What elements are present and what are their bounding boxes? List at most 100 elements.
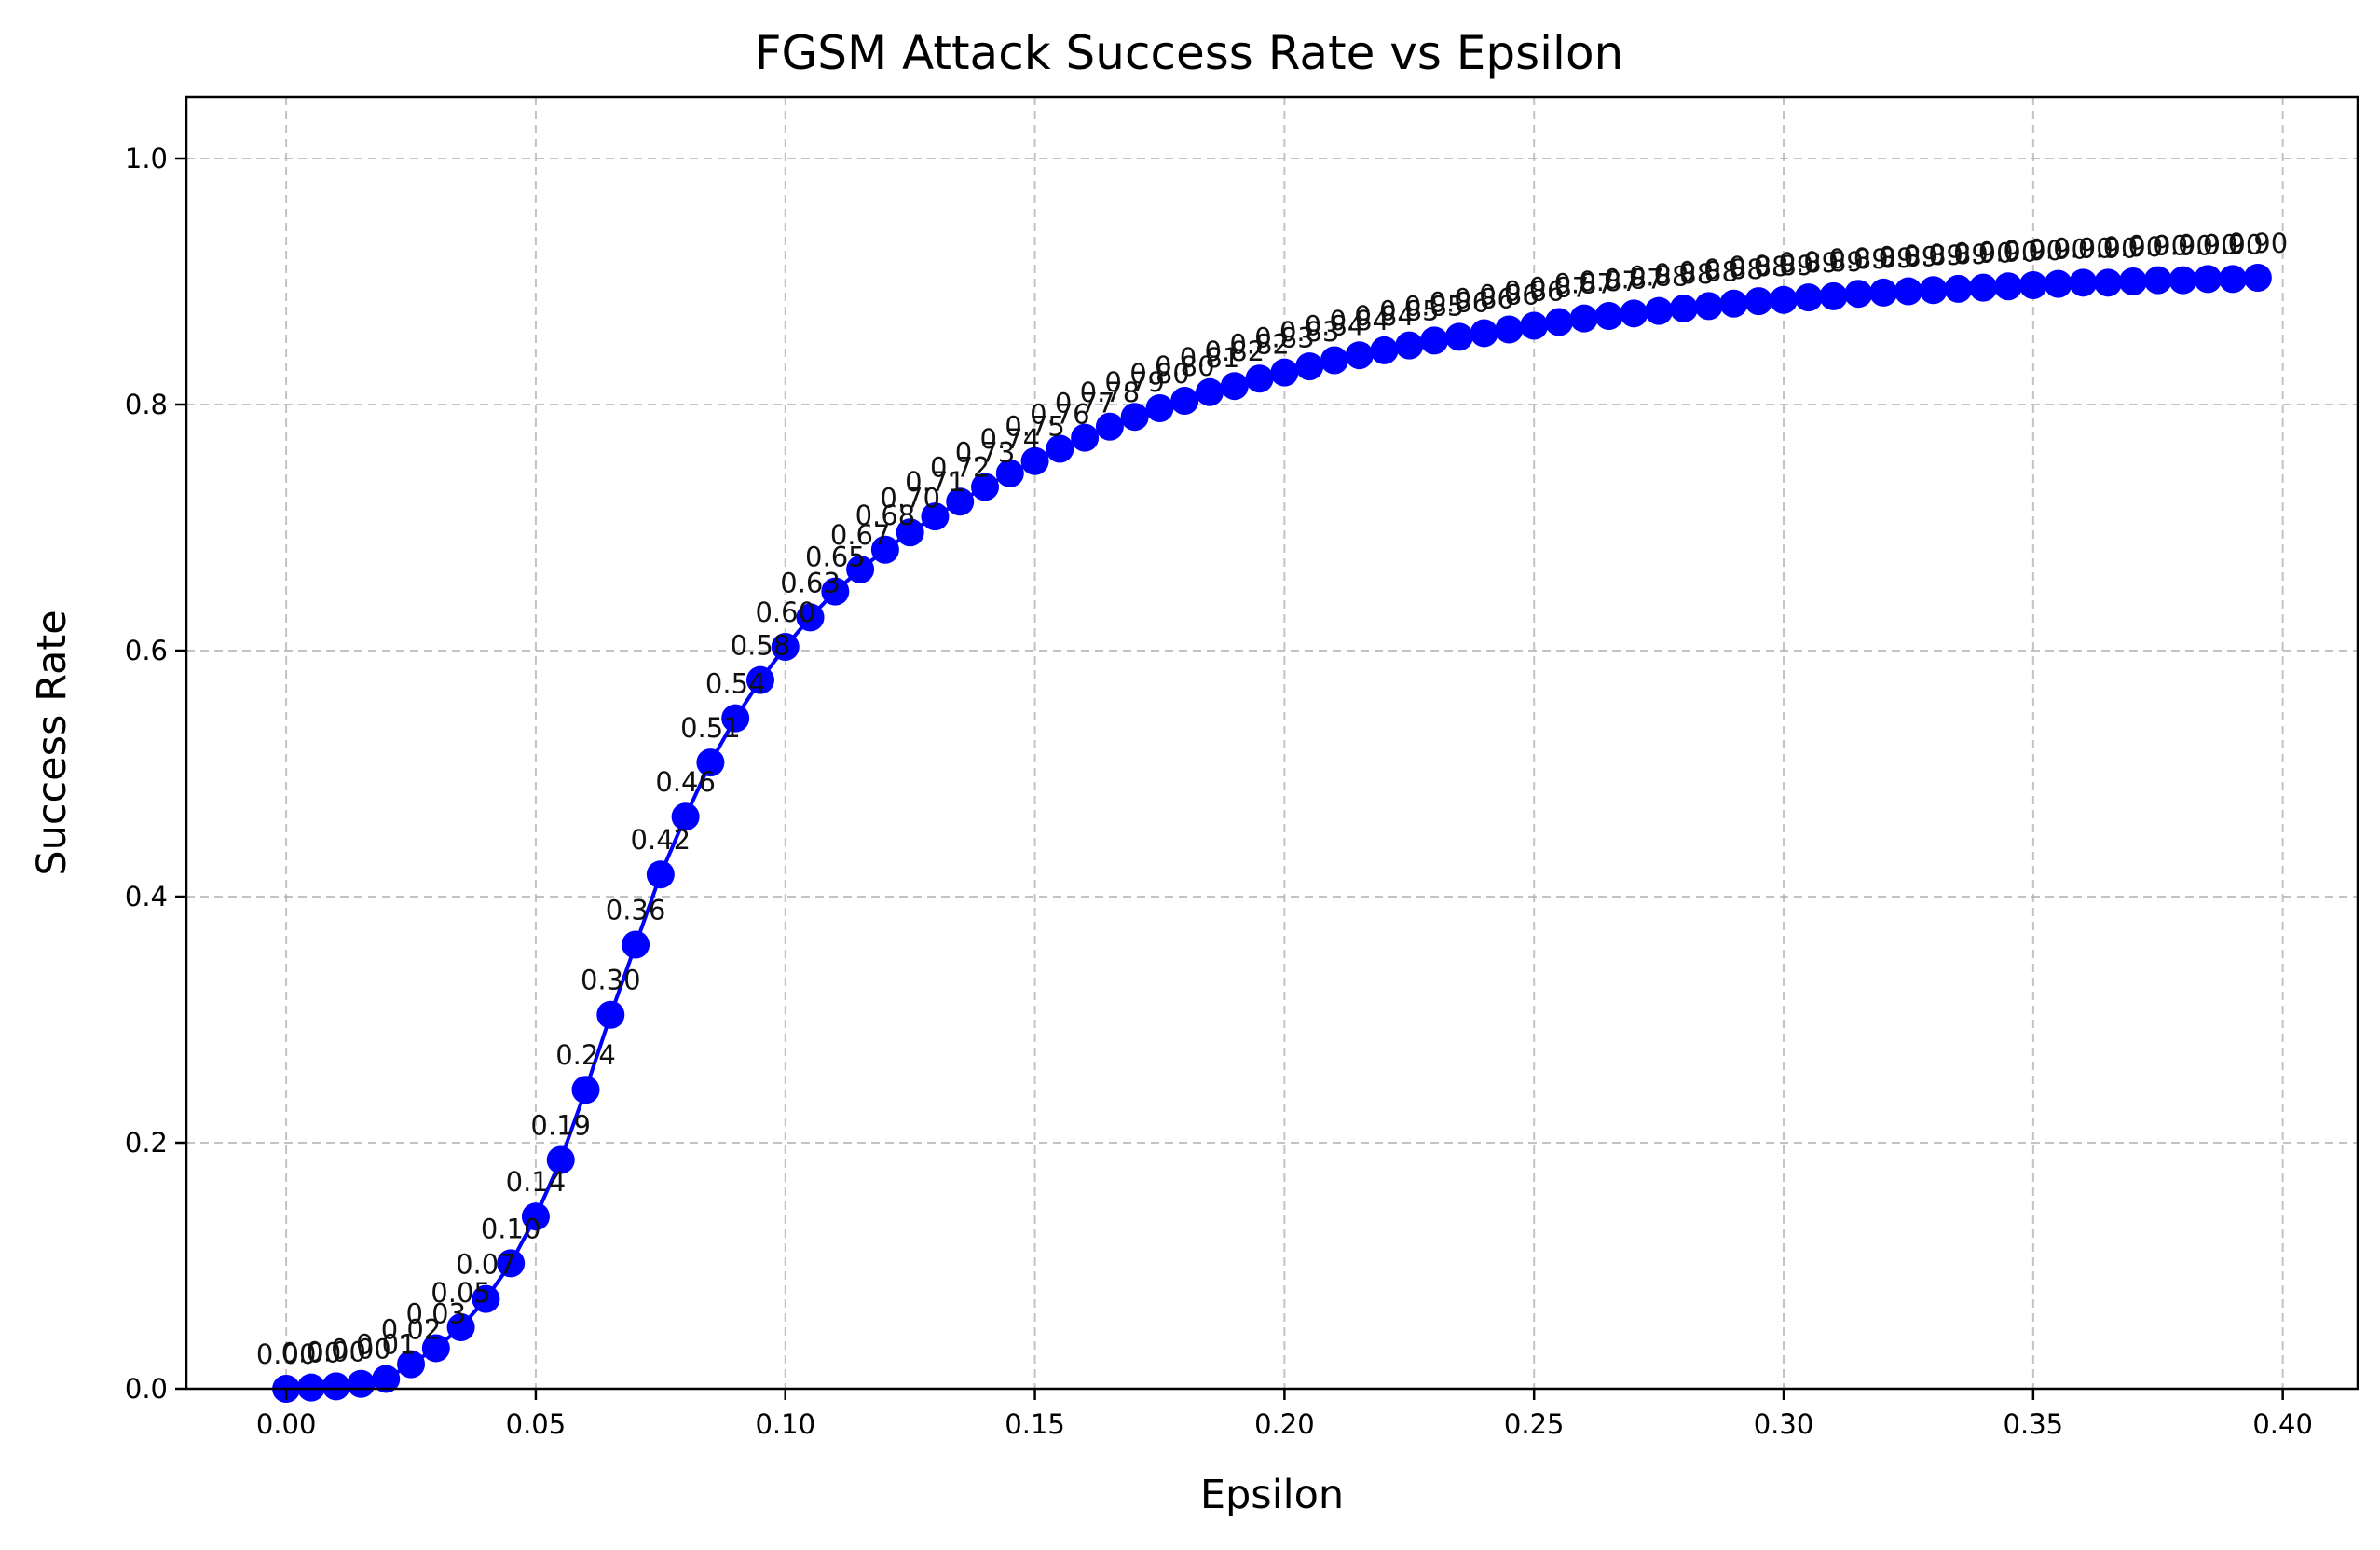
data-label: 0.51 — [680, 712, 741, 744]
data-label: 0.58 — [731, 630, 791, 662]
x-tick-label: 0.15 — [1005, 1408, 1065, 1440]
data-label: 0.82 — [1205, 336, 1265, 367]
data-point — [321, 1372, 350, 1401]
data-label: 0.24 — [555, 1039, 616, 1071]
data-point — [1819, 281, 1848, 310]
y-tick-label: 0.2 — [125, 1127, 168, 1159]
data-point — [896, 518, 924, 547]
data-label: 0.86 — [1429, 286, 1490, 318]
data-label: 0.83 — [1279, 316, 1340, 348]
data-label: 0.89 — [1803, 246, 1864, 278]
data-point — [2143, 266, 2172, 295]
data-label: 0.79 — [1104, 366, 1165, 398]
data-label: 0.02 — [381, 1314, 442, 1346]
data-label: 0.87 — [1529, 272, 1590, 304]
data-label: 0.63 — [780, 567, 841, 598]
data-point — [721, 704, 750, 733]
data-label: 0.78 — [1080, 377, 1141, 408]
data-label: 0.03 — [406, 1297, 467, 1329]
data-label: 0.89 — [1828, 243, 1889, 275]
data-label: 0.86 — [1504, 276, 1565, 308]
data-label: 0.84 — [1329, 305, 1389, 336]
data-point — [2044, 269, 2072, 298]
data-point — [771, 633, 800, 662]
data-point — [2069, 268, 2098, 297]
data-point — [1569, 304, 1598, 333]
data-label: 0.19 — [530, 1109, 591, 1141]
data-point — [1744, 287, 1773, 316]
data-point — [2018, 270, 2047, 299]
data-label: 0.90 — [2103, 231, 2164, 263]
plot-frame — [185, 95, 2359, 1391]
data-point — [1770, 285, 1799, 314]
data-point — [1220, 372, 1249, 401]
data-label: 0.10 — [481, 1213, 541, 1244]
data-point — [1719, 289, 1748, 318]
data-label: 0.76 — [1030, 399, 1090, 431]
data-label: 0.90 — [1978, 236, 2039, 267]
data-label: 0.30 — [581, 965, 641, 996]
data-point — [1370, 336, 1399, 364]
data-point — [397, 1350, 426, 1379]
data-point — [2168, 266, 2197, 295]
data-point — [1994, 272, 2023, 301]
data-label: 0.00 — [331, 1334, 391, 1365]
data-point — [995, 459, 1024, 487]
data-point — [1645, 296, 1674, 325]
data-point — [2194, 265, 2223, 294]
data-point — [2118, 267, 2147, 295]
data-label: 0.74 — [980, 423, 1041, 455]
x-tick-label: 0.30 — [1754, 1408, 1814, 1440]
data-label: 0.90 — [1953, 238, 2014, 269]
data-label: 0.72 — [930, 451, 991, 483]
data-label: 0.70 — [880, 482, 940, 514]
data-label: 0.88 — [1703, 254, 1764, 285]
data-point — [446, 1313, 475, 1341]
data-label: 0.90 — [2053, 232, 2113, 264]
y-tick-label: 1.0 — [125, 143, 168, 174]
data-label: 0.46 — [655, 766, 716, 798]
y-tick-label: 0.8 — [125, 389, 168, 420]
data-label: 0.88 — [1729, 251, 1789, 282]
data-label: 0.89 — [1754, 250, 1814, 281]
data-label: 0.90 — [2127, 230, 2188, 262]
data-label: 0.90 — [2178, 228, 2238, 260]
data-point — [1295, 352, 1324, 381]
data-label: 0.89 — [1779, 247, 1840, 279]
data-point — [1944, 274, 1973, 303]
data-point — [1794, 283, 1823, 312]
data-label: 0.60 — [755, 597, 815, 628]
data-label: 0.73 — [955, 436, 1016, 468]
data-point — [1120, 403, 1149, 432]
x-tick-label: 0.35 — [2004, 1408, 2064, 1440]
data-point — [2243, 264, 2272, 293]
y-tick-label: 0.6 — [125, 635, 168, 666]
x-tick-label: 0.20 — [1254, 1408, 1315, 1440]
data-label: 0.89 — [1928, 239, 1989, 270]
data-label: 0.90 — [2028, 234, 2088, 266]
data-point — [497, 1249, 526, 1278]
x-tick-label: 0.40 — [2252, 1408, 2313, 1440]
data-label: 0.05 — [431, 1277, 491, 1309]
x-tick-label: 0.10 — [755, 1408, 815, 1440]
data-point — [696, 748, 725, 777]
data-label: 0.87 — [1604, 263, 1664, 295]
data-label: 0.88 — [1654, 258, 1715, 290]
data-point — [870, 535, 899, 564]
data-label: 0.75 — [1005, 411, 1065, 443]
data-point — [1270, 358, 1299, 387]
data-label: 0.07 — [456, 1249, 516, 1281]
x-axis-label: Epsilon — [1200, 1472, 1344, 1518]
data-label: 0.42 — [631, 824, 691, 856]
x-tick-label: 0.00 — [256, 1408, 317, 1440]
data-label: 0.77 — [1055, 388, 1115, 419]
data-point — [521, 1202, 550, 1231]
data-point — [646, 860, 675, 889]
data-point — [2219, 265, 2248, 294]
data-point — [1420, 326, 1449, 355]
data-point — [546, 1145, 575, 1174]
data-point — [1544, 308, 1573, 336]
data-point — [1869, 278, 1898, 307]
data-point — [1669, 295, 1698, 323]
